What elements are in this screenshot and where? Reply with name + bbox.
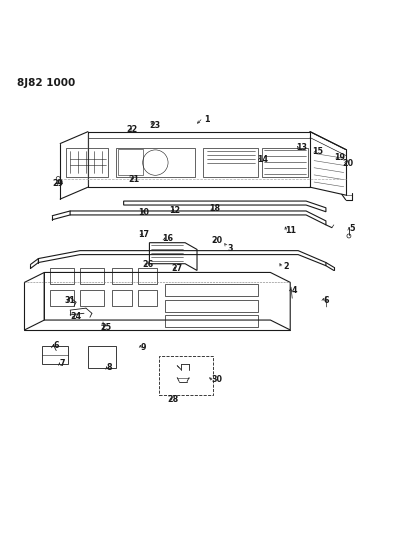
Text: 25: 25 (100, 324, 111, 333)
Text: 13: 13 (297, 143, 308, 152)
Text: 15: 15 (312, 147, 324, 156)
Text: 18: 18 (209, 205, 220, 214)
Text: 31: 31 (64, 296, 76, 305)
Text: 1: 1 (204, 115, 210, 124)
Text: 24: 24 (70, 312, 82, 320)
Text: 27: 27 (172, 264, 183, 273)
Text: 20: 20 (211, 236, 222, 245)
Text: 6: 6 (323, 296, 329, 305)
Text: 2: 2 (283, 262, 289, 271)
Text: 26: 26 (142, 260, 153, 269)
Text: 28: 28 (168, 395, 179, 404)
Text: 29: 29 (53, 179, 64, 188)
Text: 19: 19 (334, 153, 345, 162)
Text: 16: 16 (162, 234, 173, 243)
Text: 4: 4 (291, 286, 297, 295)
Text: 11: 11 (285, 227, 296, 235)
Text: 23: 23 (150, 121, 161, 130)
Text: 8: 8 (107, 363, 113, 372)
Text: 8J82 1000: 8J82 1000 (17, 78, 75, 88)
Text: 20: 20 (342, 159, 353, 168)
Text: 3: 3 (228, 244, 234, 253)
Text: 14: 14 (257, 155, 268, 164)
Text: 22: 22 (126, 125, 137, 134)
Text: 12: 12 (170, 206, 181, 215)
Text: 30: 30 (211, 375, 222, 384)
Text: 17: 17 (138, 230, 149, 239)
Text: 21: 21 (128, 175, 139, 184)
Text: 9: 9 (141, 343, 146, 352)
Text: 10: 10 (138, 208, 149, 217)
Text: 6: 6 (53, 341, 59, 350)
Text: 5: 5 (349, 224, 355, 233)
Text: 7: 7 (59, 359, 65, 368)
Bar (159, 356, 213, 395)
